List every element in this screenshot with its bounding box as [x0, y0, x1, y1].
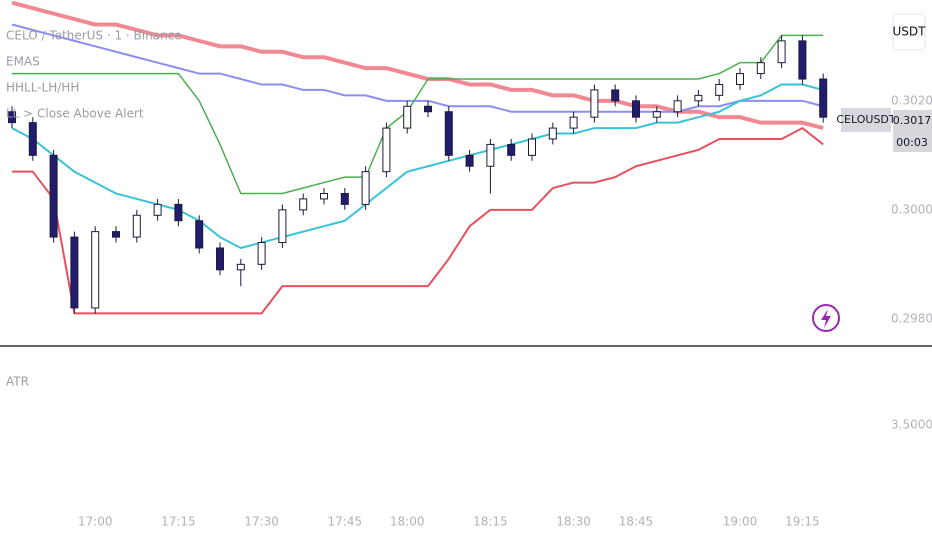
x-tick-label: 18:00 — [390, 515, 425, 529]
candle-body — [652, 111, 661, 118]
indicator-line — [11, 23, 824, 113]
y-tick-label: 0.3000 — [891, 202, 932, 216]
indicator-label: EMAS — [6, 55, 40, 69]
y-tick-label: 3.5000 — [891, 418, 932, 432]
y-tick-label: 0.2980 — [891, 311, 932, 325]
candle-body — [694, 94, 703, 102]
candle-body — [320, 192, 328, 200]
candle-body — [507, 143, 516, 156]
candle-body — [153, 203, 162, 216]
x-tick-label: 17:45 — [328, 515, 363, 529]
candle-body — [299, 198, 308, 211]
candle-body — [444, 111, 453, 156]
candle-body — [465, 154, 474, 167]
candle-body — [257, 242, 266, 265]
candle-body — [798, 40, 807, 80]
indicator-line — [12, 34, 824, 195]
symbol-label: CELOUSDT — [836, 113, 896, 126]
candle-body — [174, 203, 183, 222]
candle-body — [424, 105, 432, 113]
x-tick-label: 18:30 — [556, 515, 591, 529]
x-tick-label: 18:15 — [473, 515, 508, 529]
currency-button[interactable] — [892, 13, 926, 51]
candle-body — [216, 247, 224, 271]
candle-body — [548, 127, 557, 140]
indicator-label: HHLL-LH/HH — [6, 81, 79, 95]
indicator-line — [12, 127, 824, 315]
candle-body — [361, 171, 370, 205]
candle-body — [70, 236, 79, 309]
x-tick-label: 19:15 — [785, 515, 820, 529]
price-tag — [893, 110, 932, 152]
candle-body — [49, 154, 58, 238]
x-tick-label: 17:00 — [78, 515, 113, 529]
candle-body — [777, 40, 786, 64]
candle-body — [278, 209, 287, 244]
candle-body — [611, 89, 620, 102]
x-tick-label: 17:30 — [244, 515, 279, 529]
countdown: 00:03 — [896, 136, 928, 149]
indicator-line — [11, 83, 824, 249]
candle-body — [8, 111, 16, 124]
candle-body — [715, 83, 724, 96]
currency-button-label[interactable]: USDT — [893, 25, 927, 39]
candle-body — [736, 73, 744, 85]
y-tick-label: 0.3020 — [891, 93, 932, 107]
candle-body — [236, 263, 245, 271]
candle-body — [756, 62, 765, 75]
candle-body — [403, 105, 412, 129]
indicator-label: LL > Close Above Alert — [6, 107, 144, 121]
candle-body — [569, 116, 578, 129]
candle-body — [91, 231, 100, 309]
candle-body — [819, 78, 828, 118]
x-tick-label: 19:00 — [723, 515, 758, 529]
x-tick-label: 18:45 — [619, 515, 654, 529]
candle-body — [112, 231, 120, 238]
atr-title: ATR — [6, 375, 29, 389]
candle-body — [528, 138, 536, 156]
chart-title: CELO / TetherUS · 1 · Binance — [6, 29, 182, 43]
plot-area — [8, 0, 828, 315]
candle-body — [132, 214, 141, 238]
x-tick-label: 17:15 — [161, 515, 196, 529]
candle-body — [486, 143, 495, 167]
alert-icon-bolt — [821, 309, 831, 328]
candle-body — [590, 89, 599, 118]
candle-body — [195, 220, 204, 249]
candle-body — [673, 100, 682, 113]
last-price: 0.3017 — [893, 114, 932, 127]
symbol-tag — [841, 108, 891, 132]
candle-body — [382, 127, 391, 173]
candle-body — [340, 192, 349, 205]
candle-body — [632, 100, 640, 118]
candle-body — [28, 122, 37, 156]
indicator-line — [11, 0, 824, 131]
